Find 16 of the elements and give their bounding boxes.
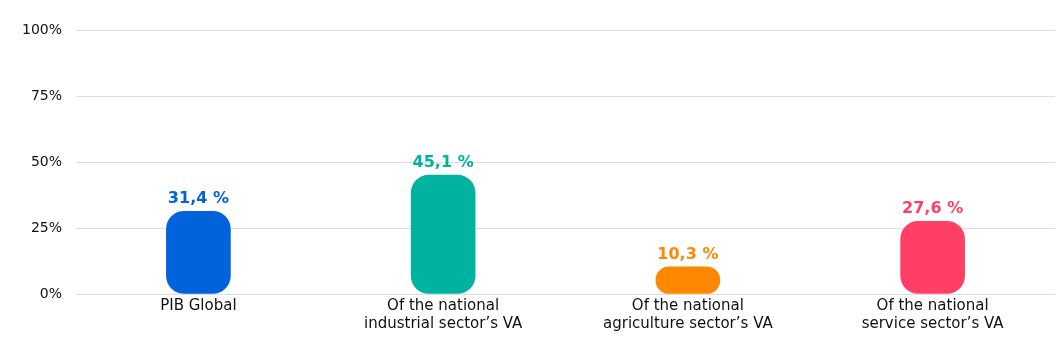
data-label: 27,6 % bbox=[902, 198, 964, 218]
data-label: 31,4 % bbox=[167, 188, 229, 208]
x-tick-label: Of the national service sector’s VA bbox=[861, 295, 1005, 332]
data-label: 45,1 % bbox=[412, 152, 474, 172]
x-tick-label: Of the national agriculture sector’s VA bbox=[603, 295, 774, 332]
x-tick-label: PIB Global bbox=[160, 295, 237, 314]
y-tick-label: 25% bbox=[30, 218, 63, 235]
y-tick-label: 75% bbox=[30, 86, 63, 103]
x-tick-label: Of the national industrial sector’s VA bbox=[363, 295, 524, 332]
bar bbox=[900, 220, 965, 294]
data-label: 10,3 % bbox=[657, 244, 719, 264]
y-tick-label: 50% bbox=[30, 152, 63, 169]
bar bbox=[410, 174, 476, 294]
bar bbox=[166, 210, 231, 294]
y-tick-label: 0% bbox=[39, 284, 63, 301]
y-tick-label: 100% bbox=[21, 21, 63, 38]
